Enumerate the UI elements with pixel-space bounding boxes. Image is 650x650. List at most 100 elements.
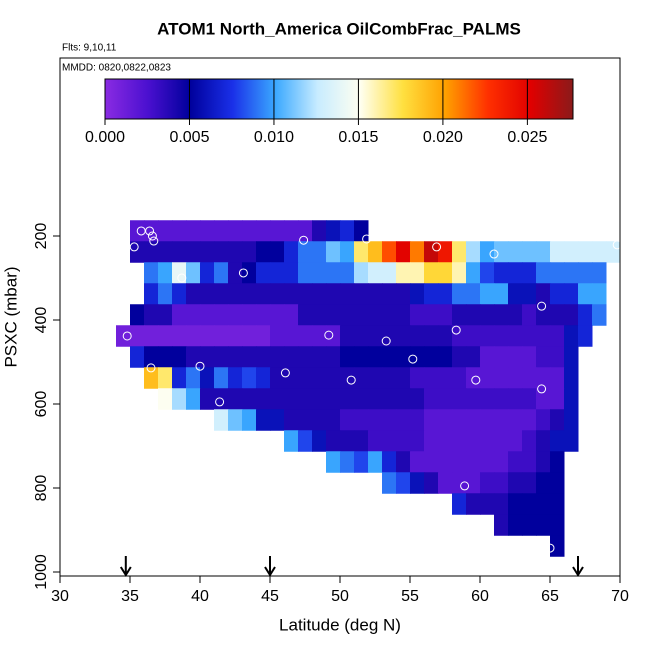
chart-title: ATOM1 North_America OilCombFrac_PALMS [157,19,521,38]
data-point [432,242,442,252]
heatmap-cell [424,346,439,368]
heatmap-cell [494,367,509,389]
heatmap-cell [410,304,425,326]
heatmap-cell [466,388,481,410]
data-point [215,397,225,407]
heatmap-cell [326,262,341,284]
heatmap-cell [186,241,201,263]
heatmap-cell [214,346,229,368]
heatmap-cell [494,409,509,431]
heatmap-cell [522,451,537,473]
heatmap-cell [186,283,201,305]
heatmap-cell [466,325,481,347]
heatmap-cell [452,241,467,263]
heatmap-cell [312,346,327,368]
heatmap-cell [410,367,425,389]
y-tick-label: 800 [33,475,50,502]
heatmap-cell [270,304,285,326]
data-point [537,384,547,394]
heatmap-cell [326,304,341,326]
x-tick-label: 35 [121,588,139,605]
heatmap-cell [200,283,215,305]
heatmap-cell [256,325,271,347]
heatmap-cell [410,388,425,410]
heatmap-cell [298,283,313,305]
heatmap-cell [340,430,355,452]
heatmap-cell [256,262,271,284]
heatmap-cell [452,409,467,431]
heatmap-cell [452,493,467,515]
heatmap-cell [368,241,383,263]
heatmap-cell [256,304,271,326]
heatmap-cell [340,304,355,326]
heatmap-cell [144,304,159,326]
heatmap-cell [270,409,285,431]
heatmap-cell [508,514,523,536]
heatmap-cell [340,241,355,263]
heatmap-cell [606,241,621,263]
heatmap-cell [270,262,285,284]
heatmap-cell [522,346,537,368]
data-point [460,481,470,491]
heatmap-cell [144,325,159,347]
heatmap-cell [354,325,369,347]
data-point [471,375,481,385]
heatmap-cell [424,430,439,452]
heatmap-cell [424,241,439,263]
heatmap-cell [270,388,285,410]
heatmap-cell [494,451,509,473]
heatmap-cell [326,325,341,347]
heatmap-cell [186,262,201,284]
heatmap-cell [172,346,187,368]
heatmap-cell [466,304,481,326]
heatmap-cell [200,388,215,410]
heatmap-cell [452,367,467,389]
heatmap-cell [368,346,383,368]
heatmap-cell [410,346,425,368]
heatmap-cell [270,220,285,242]
heatmap-cell [270,325,285,347]
heatmap-cell [564,304,579,326]
heatmap-cell [494,241,509,263]
heatmap-cell [508,430,523,452]
heatmap-cell [438,241,453,263]
heatmap-cell [326,241,341,263]
heatmap-cell [396,367,411,389]
heatmap-cell [172,367,187,389]
data-point [299,235,309,245]
heatmap-cell [326,451,341,473]
heatmap-cell [536,493,551,515]
heatmap-cell [396,346,411,368]
colorbar-tick-label: 0.015 [338,129,378,146]
heatmap-cell [480,493,495,515]
heatmap-cell [508,241,523,263]
heatmap-cell [480,367,495,389]
heatmap-cell [242,346,257,368]
heatmap-cell [256,283,271,305]
heatmap-cell [312,430,327,452]
heatmap-cell [382,325,397,347]
heatmap-cell [284,367,299,389]
heatmap-cell [242,262,257,284]
heatmap-cell [508,472,523,494]
heatmap-cell [410,472,425,494]
heatmap-cell [144,367,159,389]
heatmap-cell [228,388,243,410]
heatmap-cell [298,388,313,410]
heatmap-cell [578,304,593,326]
heatmap-cell [564,430,579,452]
heatmap-cell [438,304,453,326]
heatmap-cell [382,304,397,326]
heatmap-cell [592,241,607,263]
heatmap-cell [228,304,243,326]
y-axis-label: PSXC (mbar) [1,266,20,367]
heatmap-cell [522,472,537,494]
colorbar-tick-label: 0.020 [423,129,463,146]
heatmap-cell [256,241,271,263]
heatmap-cell [382,388,397,410]
heatmap-cell [298,325,313,347]
data-point [146,363,156,373]
heatmap-cell [172,220,187,242]
heatmap-cell [564,388,579,410]
heatmap-cell [578,241,593,263]
